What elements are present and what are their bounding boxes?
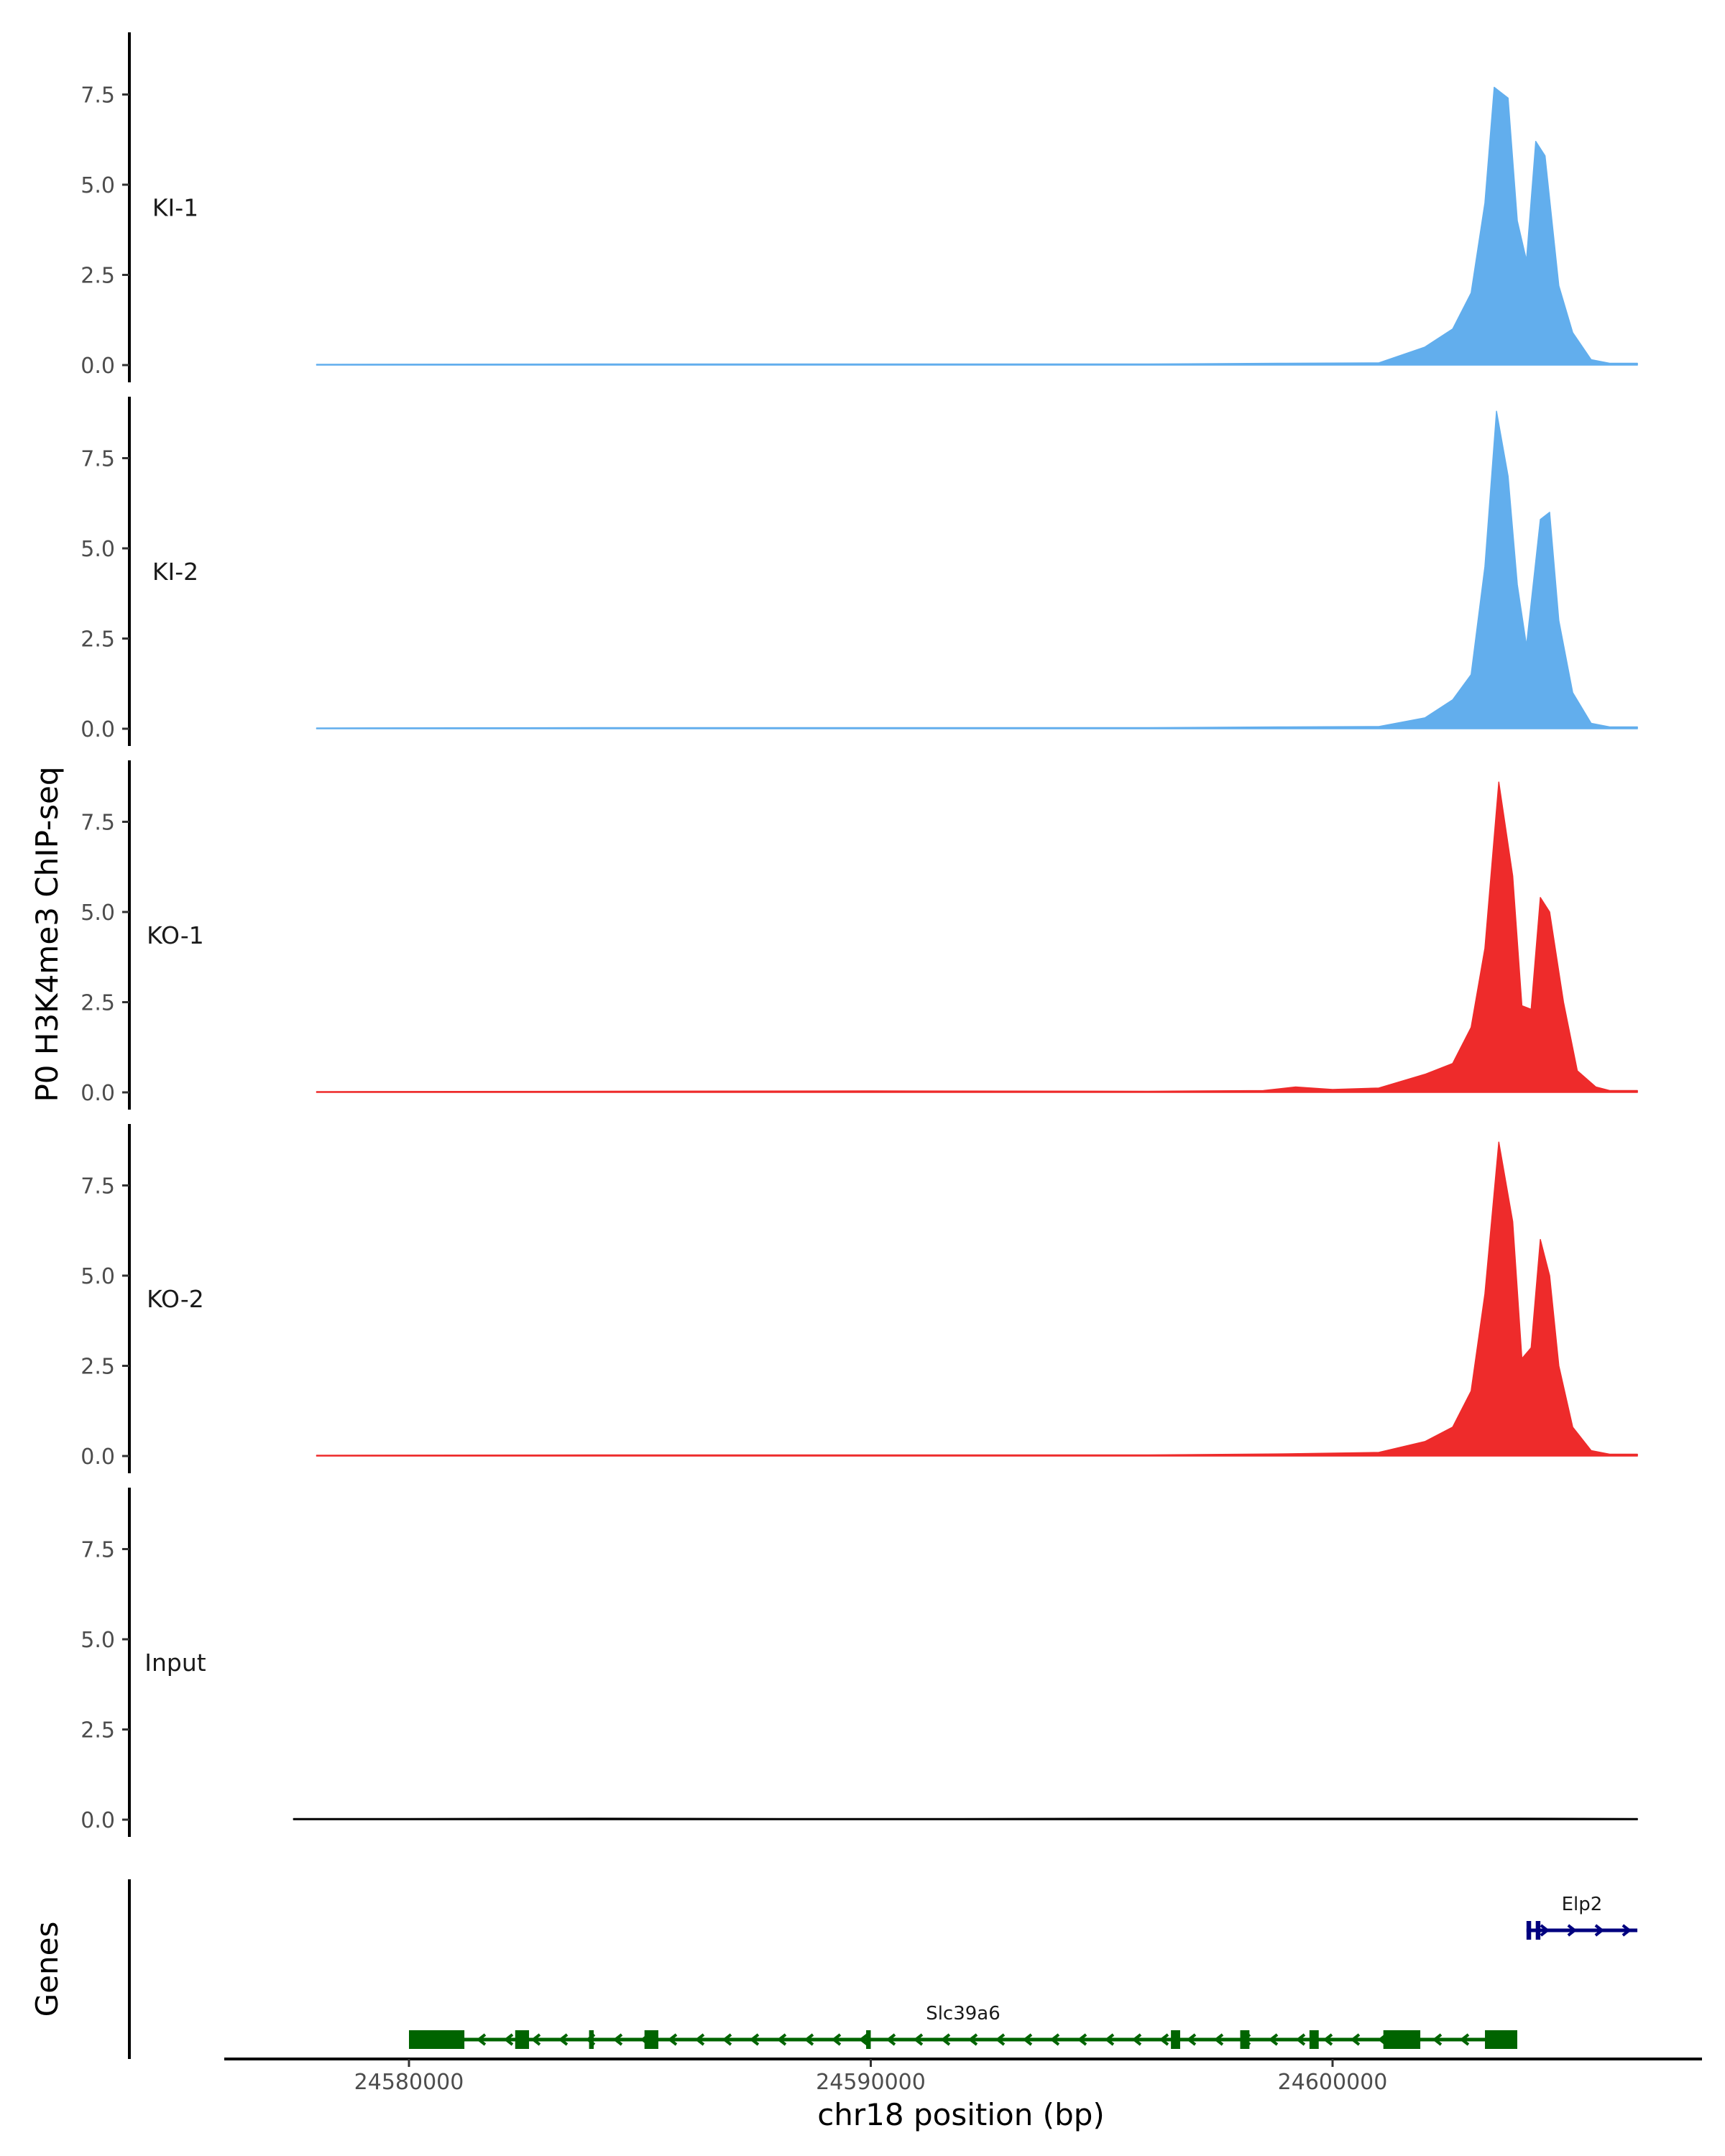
y-tick-label: 0.0 [80,354,115,379]
signal-area [293,1818,1638,1820]
gene-elp2: Elp2 [1526,1894,1638,1940]
strand-arrow [886,2033,896,2046]
exon [1171,2030,1180,2049]
strand-arrow [1186,2033,1197,2046]
strand-arrow [1322,2033,1333,2046]
strand-arrow [722,2033,732,2046]
strand-arrow [1213,2033,1224,2046]
strand-arrow [667,2033,678,2046]
y-tick-label: 5.0 [80,173,115,198]
track-label: KO-1 [147,921,204,949]
y-tick-label: 0.0 [80,1808,115,1833]
y-tick-label: 2.5 [80,1355,115,1380]
strand-arrow [1540,1924,1550,1937]
strand-arrow [858,2033,869,2046]
strand-arrow [476,2033,487,2046]
y-tick-label: 5.0 [80,900,115,926]
strand-arrow [940,2033,951,2046]
y-tick-label: 2.5 [80,991,115,1016]
strand-arrow [1131,2033,1142,2046]
strand-arrow [558,2033,569,2046]
exon [1240,2030,1250,2049]
track-input: 0.0 2.5 5.0 7.5 Input [80,1488,1638,1837]
exon [644,2030,658,2049]
y-tick-label: 7.5 [80,1174,115,1199]
y-tick-label: 5.0 [80,537,115,562]
signal-area [316,781,1638,1093]
y-tick-label: 7.5 [80,447,115,472]
strand-arrow [1350,2033,1361,2046]
signal-area [316,410,1638,729]
strand-arrow [1104,2033,1115,2046]
x-axis: 24580000 24590000 24600000 [224,2058,1702,2095]
strand-arrow [694,2033,705,2046]
y-tick-label: 7.5 [80,83,115,109]
exon [1485,2030,1517,2049]
y-tick-label: 2.5 [80,627,115,653]
track-ko-2: 0.0 2.5 5.0 7.5 KO-2 [80,1124,1638,1473]
y-tick-label: 0.0 [80,717,115,742]
signal-area [316,1141,1638,1457]
track-ko-1: 0.0 2.5 5.0 7.5 KO-1 [80,760,1638,1110]
strand-arrow [1268,2033,1279,2046]
strand-arrow [1567,1924,1578,1937]
y-tick-label: 0.0 [80,1445,115,1470]
strand-arrow [1159,2033,1169,2046]
strand-arrow [612,2033,623,2046]
x-tick-label: 24590000 [816,2070,926,2095]
track-label: Input [144,1649,206,1677]
strand-arrow [1022,2033,1033,2046]
exon [409,2030,465,2049]
x-axis-title: chr18 position (bp) [817,2097,1105,2132]
track-ki-1: 0.0 2.5 5.0 7.5 KI-1 [80,32,1638,382]
gene-slc39a6: Slc39a6 [409,2003,1517,2049]
strand-arrow [749,2033,760,2046]
signal-area [316,86,1638,366]
strand-arrow [1295,2033,1306,2046]
strand-arrow [1594,1924,1605,1937]
track-label: KO-2 [147,1285,204,1313]
genes-track-label: Genes [29,1922,65,2017]
track-label: KI-1 [152,194,198,222]
x-tick-label: 24600000 [1278,2070,1388,2095]
exon [1383,2030,1421,2049]
x-tick-label: 24580000 [354,2070,464,2095]
strand-arrow [1622,1924,1632,1937]
exon [1535,1921,1541,1940]
strand-arrow [913,2033,924,2046]
gene-name-label: Elp2 [1562,1894,1603,1915]
strand-arrow [967,2033,978,2046]
exon [1526,1921,1532,1940]
y-axis-title: P0 H3K4me3 ChIP-seq [29,766,65,1102]
y-tick-label: 2.5 [80,264,115,289]
y-tick-label: 5.0 [80,1264,115,1289]
strand-arrow [1459,2033,1470,2046]
exon [589,2030,594,2049]
y-tick-label: 7.5 [80,1538,115,1563]
y-tick-label: 0.0 [80,1081,115,1106]
exon [515,2030,530,2049]
strand-arrow [995,2033,1006,2046]
exon [1309,2030,1319,2049]
exon [866,2030,871,2049]
y-tick-label: 5.0 [80,1628,115,1653]
strand-arrow [503,2033,514,2046]
y-tick-label: 7.5 [80,811,115,836]
y-tick-label: 2.5 [80,1718,115,1743]
strand-arrow [530,2033,541,2046]
track-ki-2: 0.0 2.5 5.0 7.5 KI-2 [80,397,1638,746]
strand-arrow [776,2033,787,2046]
gene-name-label: Slc39a6 [926,2003,1000,2024]
strand-arrow [804,2033,814,2046]
strand-arrow [1049,2033,1060,2046]
track-label: KI-2 [152,558,198,586]
signal-tracks: 0.0 2.5 5.0 7.5 KI-1 0.0 2.5 5.0 7.5 KI-2 0.0 2.5 5.… [80,32,1638,1837]
strand-arrow [1077,2033,1087,2046]
strand-arrow [1432,2033,1443,2046]
strand-arrow [831,2033,842,2046]
genes-track: Genes Slc39a6 Elp2 [29,1879,1638,2059]
